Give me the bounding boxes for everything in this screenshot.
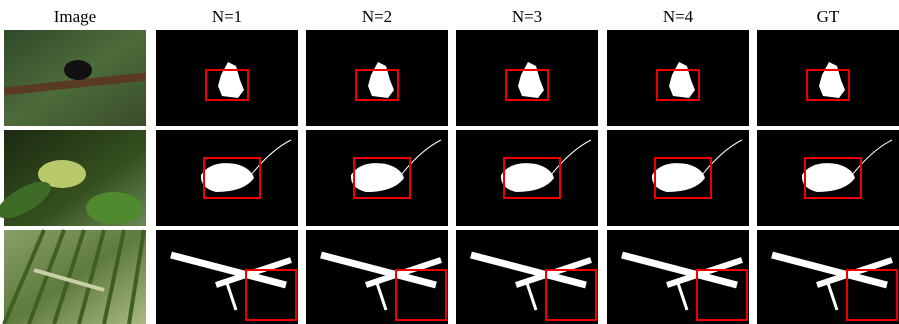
mask-image <box>456 230 598 324</box>
photo <box>4 30 146 126</box>
mask-image <box>456 30 598 126</box>
mask-image <box>156 230 298 324</box>
mask-image <box>757 130 899 226</box>
mask-image <box>306 30 448 126</box>
mask-image <box>306 230 448 324</box>
mask-image <box>607 230 749 324</box>
mask-image <box>156 130 298 226</box>
mask-image <box>757 230 899 324</box>
column-header: N=4 <box>663 7 694 26</box>
image-grid <box>0 30 899 324</box>
mask-background <box>156 230 298 324</box>
figure: Image N=1 N=2 N=3 N=4 GT <box>0 0 899 324</box>
mask-background <box>757 230 899 324</box>
column-header: GT <box>817 7 840 26</box>
leaf <box>86 192 142 224</box>
mask-background <box>456 230 598 324</box>
mask-image <box>156 30 298 126</box>
column-header: N=3 <box>512 7 542 26</box>
mask-background <box>607 230 749 324</box>
mask-image <box>607 130 749 226</box>
column-header: Image <box>54 7 96 26</box>
mask-image <box>757 30 899 126</box>
mask-image <box>456 130 598 226</box>
mask-background <box>306 230 448 324</box>
column-headers: Image N=1 N=2 N=3 N=4 GT <box>54 7 840 26</box>
column-header: N=2 <box>362 7 392 26</box>
mask-image <box>607 30 749 126</box>
column-header: N=1 <box>212 7 242 26</box>
mask-image <box>306 130 448 226</box>
photo <box>4 230 146 324</box>
animal <box>64 60 92 80</box>
photo <box>0 130 146 226</box>
